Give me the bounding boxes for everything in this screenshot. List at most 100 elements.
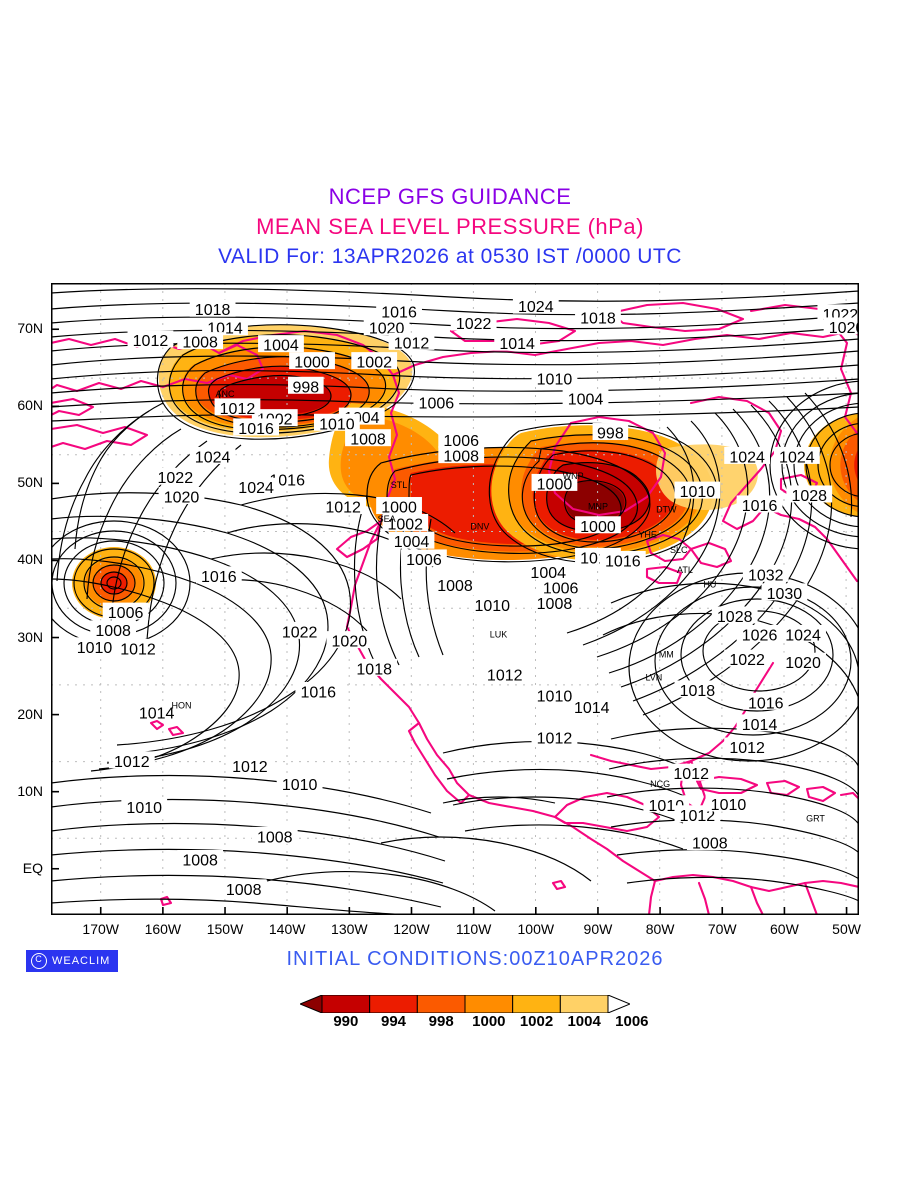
colorbar-left-arrow [300,995,323,1013]
contour-label-bg [158,486,205,504]
x-axis-label-110w: 110W [455,921,492,937]
contour-label-bg [531,685,578,703]
contour-label: 1010 [126,800,162,817]
contour-label-bg [786,485,833,503]
title-line-variable: MEAN SEA LEVEL PRESSURE (hPa) [256,214,644,239]
contour-label-bg [742,564,789,582]
contour-label: 1014 [742,717,778,734]
contour-label: 1024 [729,449,765,466]
station-label: ATL [677,565,693,575]
x-axis-label-60w: 60W [770,921,799,937]
x-axis-label-130w: 130W [331,921,368,937]
contour-label: 1024 [779,449,815,466]
contour-label: 1016 [201,569,237,586]
title-line-model: NCEP GFS GUIDANCE [328,184,572,209]
station-label: YHE [638,529,657,539]
contour-label: 1010 [282,777,318,794]
x-axis-label-160w: 160W [144,921,182,937]
station-label: WNP [563,471,584,481]
contour-label-bg [226,756,273,774]
contour-label-bg [823,317,859,335]
contour-label-bg [376,302,422,320]
contour-label-bg [531,728,578,746]
contour-label: 1028 [717,609,753,626]
contour-label-bg [127,330,174,348]
contour-label-bg [214,398,261,416]
contour-label-bg [288,376,324,394]
contour-label: 998 [292,379,319,396]
contour-label: 1024 [785,627,821,644]
contour-label: 1020 [164,489,200,506]
contour-label: 1024 [238,480,274,497]
y-axis-label-eq: EQ [22,859,43,876]
contour-label-bg [686,833,733,851]
contour-label-bg [780,624,826,642]
x-axis-label-50w: 50W [832,921,861,937]
x-axis-label-150w: 150W [206,921,244,937]
contour-label: 1020 [332,634,368,651]
contour-label: 1016 [381,305,417,322]
contour-label-bg [233,418,280,436]
initial-conditions-label: INITIAL CONDITIONS:00Z10APR2026 [286,948,664,970]
contour-label: 1010 [711,797,747,814]
station-label: SEA [378,514,396,524]
map-panel[interactable]: 1018 1014 1012 1008 1016 1020 1012 1022 1024 1018… [51,283,859,915]
contour-label-bg [575,516,621,534]
contour-label-bg [531,473,578,491]
contour-label-bg [382,513,429,531]
contour-label-bg [220,879,267,897]
contour-label-bg [537,577,584,595]
contour-label: 1012 [394,335,430,352]
contour-label-bg [314,413,360,431]
contour-label-bg [724,737,771,755]
y-axis-label-10n: 10N [17,782,43,799]
contour-label: 1012 [680,808,716,825]
station-label: MM [659,650,674,660]
contour-label: 1008 [692,836,728,853]
contour-label-bg [189,299,236,317]
station-label: HU [703,579,716,589]
contour-label: 1018 [580,311,616,328]
colorbar-tick-1006: 1006 [615,1013,649,1030]
contour-label-bg [102,602,149,620]
contour-label: 1010 [537,688,573,705]
contour-label-bg [705,794,752,812]
contour-label: 1006 [108,605,144,622]
contour-label-bg [736,714,783,732]
contour-label: 1000 [294,355,330,372]
contour-label-bg [376,497,422,515]
contour-label-bg [674,481,721,499]
weaclim-logo[interactable]: C WEACLIM [26,950,118,972]
contour-label: 1012 [220,401,256,418]
colorbar-tick-labels: 990 994 998 1000 1002 1004 1006 [300,1013,648,1033]
contour-label: 1010 [319,416,355,433]
contour-label-bg [363,318,410,336]
contour-label: 1016 [300,684,336,701]
x-axis-label-90w: 90W [583,921,613,937]
copyright-icon: C [31,953,47,969]
contour-label-bg [494,333,541,351]
contour-label: 1026 [742,627,778,644]
colorbar-right-arrow [607,995,630,1013]
contour-label-bg [351,658,398,676]
y-axis-label-60n: 60N [17,397,43,414]
station-label: DTW [656,505,677,515]
contour-label: 1012 [232,759,268,776]
contour-label-bg [320,497,367,515]
contour-label-bg [668,763,715,781]
contour-label: 1008 [437,578,473,595]
contour-label: 1014 [574,700,610,717]
colorbar-band [464,995,514,1013]
contour-label-bg [177,332,224,350]
x-axis-label-120w: 120W [393,921,430,937]
contour-label-bg [133,702,180,720]
contour-label: 1008 [182,335,218,352]
colorbar[interactable] [300,995,630,1013]
contour-label: 1010 [680,484,716,501]
contour-label-bg [189,446,236,464]
colorbar-tick-1002: 1002 [519,1013,554,1030]
contour-label-bg [742,692,789,710]
contour-label: 1008 [226,882,262,899]
station-label: LVN [645,673,662,683]
contour-label-bg [531,369,578,387]
